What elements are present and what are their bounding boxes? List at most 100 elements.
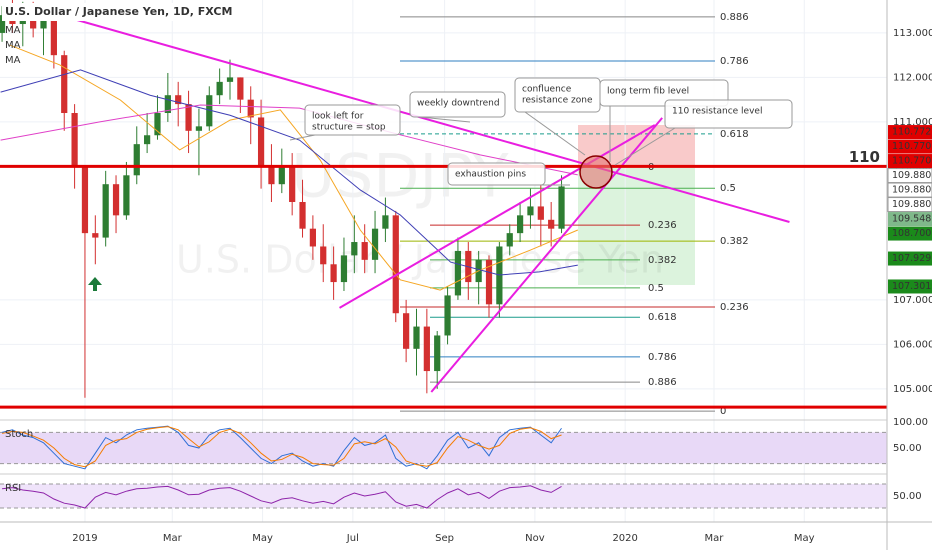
indicator-label: MA	[5, 40, 21, 51]
fib-label: 0.886	[648, 377, 677, 388]
candle-body	[206, 95, 213, 127]
candle-body	[144, 135, 151, 145]
price-tag-label: 109.880	[892, 199, 931, 210]
candle-body	[382, 215, 389, 229]
y-tick-label: 107.000	[893, 295, 932, 306]
stoch-label: Stoch	[5, 429, 33, 440]
candle-body	[164, 95, 171, 114]
price-tag-label: 110.770	[892, 141, 931, 152]
callout-text: structure = stop	[312, 123, 386, 133]
candle-body	[81, 166, 89, 234]
x-tick-label: 2019	[72, 533, 97, 544]
osc-tick-label: 50.00	[893, 491, 922, 502]
candle-body	[392, 215, 399, 314]
price-tag	[888, 212, 932, 227]
candle-body	[40, 19, 47, 29]
fib-label: 0.786	[648, 352, 677, 363]
x-tick-label: Nov	[525, 533, 545, 544]
indicator-label: MA	[5, 25, 21, 36]
moving-average	[0, 69, 578, 276]
callout-box	[447, 162, 546, 186]
price-tag-label: 107.929	[892, 253, 931, 264]
fib-label: 0.618	[720, 129, 749, 140]
price-tag-label: 109.548	[892, 214, 931, 225]
moving-average	[0, 104, 578, 176]
candle-body	[423, 326, 430, 372]
x-tick-label: May	[252, 533, 273, 544]
price-tag-label: 110.772	[892, 127, 931, 138]
callout-text: 110 resistance level	[672, 107, 762, 117]
y-tick-label: 112.000	[893, 72, 932, 83]
y-tick-label: 106.000	[893, 339, 932, 350]
level-label: 110	[849, 148, 880, 166]
y-tick-label: 111.000	[893, 117, 932, 128]
candle-body	[71, 113, 78, 167]
candle-body	[278, 166, 285, 185]
candle-body	[506, 233, 513, 247]
fib-label: 0	[720, 406, 726, 417]
trendline	[430, 117, 663, 393]
candle-body	[558, 186, 565, 229]
callout-text: confluence	[522, 85, 572, 95]
price-tag	[888, 139, 932, 154]
fib-label: 0.382	[720, 236, 749, 247]
candle-body	[403, 313, 410, 349]
fib-label: 0.786	[720, 56, 749, 67]
indicator-label: MA	[5, 55, 21, 66]
callout-box	[664, 99, 793, 129]
candle-body	[92, 233, 99, 238]
price-tag	[888, 125, 932, 140]
candle-body	[330, 264, 337, 283]
candle-body	[61, 55, 68, 114]
callout-text: look left for	[312, 112, 364, 122]
candle-body	[289, 166, 296, 202]
candle-body	[123, 175, 130, 216]
candle-body	[320, 246, 327, 265]
price-tag	[888, 251, 932, 266]
candle-body	[444, 295, 451, 336]
callout-text: weekly downtrend	[417, 99, 500, 109]
candle-body	[351, 242, 358, 256]
candle-body	[50, 19, 57, 56]
oscillator-line	[2, 485, 562, 509]
chart-title: U.S. Dollar / Japanese Yen, 1D, FXCM	[5, 5, 232, 18]
candle-body	[226, 77, 234, 82]
fib-label: 0.886	[720, 12, 749, 23]
x-tick-label: Jul	[346, 533, 359, 544]
candle-body	[413, 326, 420, 349]
candle-body	[185, 104, 192, 131]
y-tick-label: 105.000	[893, 384, 932, 395]
callout-pointer	[524, 111, 586, 156]
fib-label: 0.236	[648, 220, 677, 231]
candle-body	[309, 228, 316, 247]
candle-body	[485, 259, 493, 305]
callout-pointer	[614, 127, 676, 166]
fib-label: 0.5	[648, 283, 664, 294]
callout-text: resistance zone	[522, 96, 593, 106]
candle-body	[299, 201, 306, 229]
title-bg	[2, 3, 198, 21]
price-tag-label: 107.301	[892, 281, 931, 292]
up-arrow	[88, 277, 102, 291]
candle-body	[102, 184, 109, 238]
candle-body	[247, 99, 254, 118]
callout-box	[409, 91, 506, 118]
x-tick-label: Mar	[163, 533, 183, 544]
osc-tick-label: 50.00	[893, 443, 922, 454]
price-tag	[888, 279, 932, 294]
callout-pointer	[289, 134, 316, 141]
fib-label: 0.236	[720, 302, 749, 313]
price-tag-label: 108.700	[892, 228, 931, 239]
x-tick-label: Mar	[705, 533, 725, 544]
trendline	[339, 124, 656, 309]
candle-body	[268, 166, 275, 185]
candle-body	[195, 126, 203, 131]
callout-pointer	[419, 116, 471, 123]
candle-body	[340, 255, 348, 283]
candle-body	[112, 184, 120, 216]
candle-body	[175, 95, 182, 105]
x-tick-label: Sep	[435, 533, 454, 544]
candle-body	[454, 250, 462, 296]
candle-body	[434, 335, 441, 372]
